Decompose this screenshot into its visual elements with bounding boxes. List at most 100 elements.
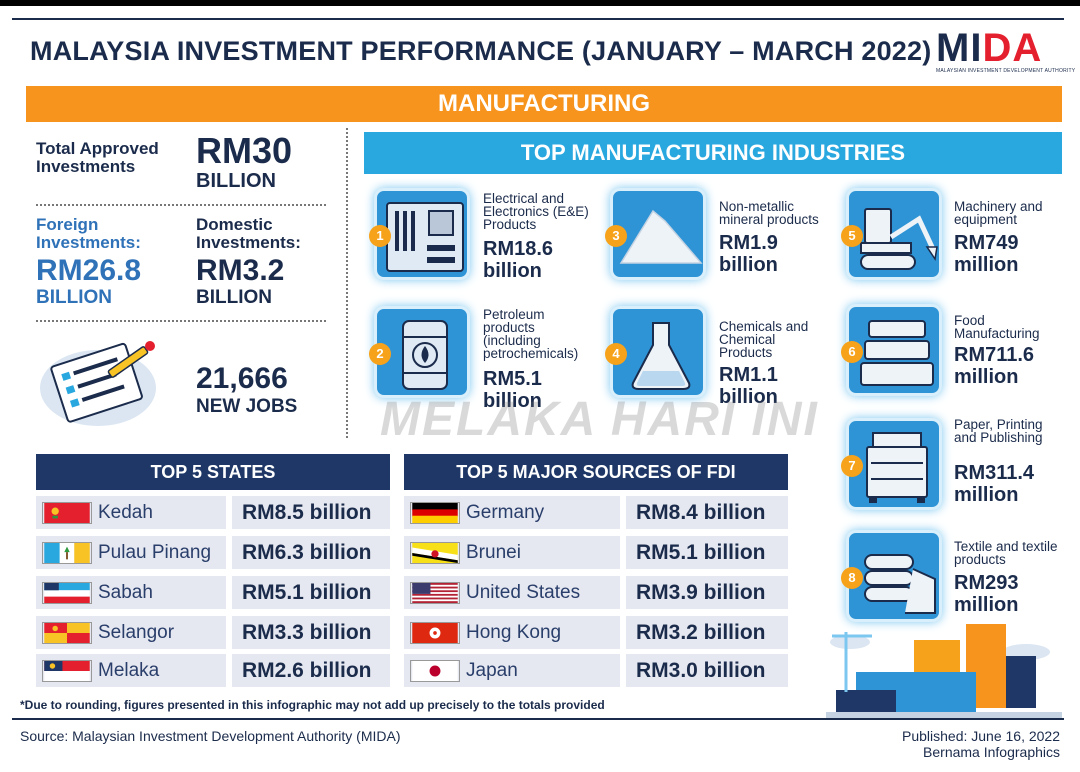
foreign-investments-unit: BILLION — [36, 287, 112, 308]
published-credit: Published: June 16, 2022 Bernama Infogra… — [902, 728, 1060, 760]
watermark: MELAKA HARI INI — [380, 393, 819, 446]
publisher-name: Bernama Infographics — [923, 744, 1060, 760]
industry-card-4: 4 — [605, 306, 706, 398]
circuit-board-icon — [386, 202, 464, 272]
industry-value: RM5.1 billion — [483, 368, 542, 412]
table-row: Kedah RM8.5 billion — [36, 496, 390, 529]
industry-name: Textile and textile products — [954, 539, 1058, 567]
table-row: United States RM3.9 billion — [404, 576, 788, 609]
new-jobs-value: 21,666 — [196, 362, 288, 395]
excavator-icon — [860, 208, 938, 270]
industry-name: Paper, Printing and Publishing — [954, 417, 1043, 445]
country-value: RM3.0 billion — [626, 654, 788, 687]
country-name: Japan — [466, 660, 518, 681]
industry-rank-badge: 4 — [605, 343, 627, 365]
folded-textile-icon — [864, 554, 936, 614]
domestic-investments-unit: BILLION — [196, 287, 272, 308]
table-row: Japan RM3.0 billion — [404, 654, 788, 687]
source-credit: Source: Malaysian Investment Development… — [20, 728, 401, 744]
industry-name: Food Manufacturing — [954, 313, 1040, 341]
table-row: Pulau Pinang RM6.3 billion — [36, 536, 390, 569]
table-row: Brunei RM5.1 billion — [404, 536, 788, 569]
industry-card-7: 7 — [841, 418, 942, 510]
industry-rank-badge: 7 — [841, 455, 863, 477]
industry-value: RM711.6 million — [954, 344, 1035, 388]
state-value: RM8.5 billion — [232, 496, 390, 529]
mineral-pile-icon — [619, 209, 703, 264]
food-containers-icon — [860, 320, 934, 386]
state-name: Melaka — [98, 660, 160, 681]
industry-name: Machinery and equipment — [954, 199, 1043, 227]
city-skyline-icon — [826, 624, 1062, 720]
total-investments-unit: BILLION — [196, 170, 276, 192]
state-name: Sabah — [98, 582, 153, 603]
logo-text-main: MI — [936, 26, 983, 70]
industry-card-1: 1 — [369, 188, 470, 280]
usa-flag-icon — [410, 582, 460, 604]
job-application-icon — [40, 341, 156, 426]
industry-name: Petroleum products (including petrochemi… — [483, 307, 579, 361]
industry-value: RM749 million — [954, 232, 1019, 276]
total-investments-label: Total Approved Investments — [36, 139, 159, 176]
industry-card-3: 3 — [605, 188, 706, 280]
mida-logo: MIDA MALAYSIAN INVESTMENT DEVELOPMENT AU… — [936, 26, 1076, 80]
industry-card-8: 8 — [841, 530, 942, 622]
country-value: RM8.4 billion — [626, 496, 788, 529]
printer-icon — [866, 432, 928, 503]
footnote: *Due to rounding, figures presented in t… — [20, 698, 605, 712]
domestic-investments-value: RM3.2 — [196, 254, 285, 287]
divider — [36, 320, 326, 322]
germany-flag-icon — [410, 502, 460, 524]
industry-card-2: 2 — [369, 306, 470, 398]
country-name: Brunei — [466, 542, 521, 563]
industry-value: RM1.1 billion — [719, 364, 778, 408]
logo-text-accent: DA — [982, 26, 1043, 70]
column-divider — [346, 128, 348, 438]
state-value: RM3.3 billion — [232, 616, 390, 649]
industry-rank-badge: 3 — [605, 225, 627, 247]
industry-card-6: 6 — [841, 304, 942, 396]
divider — [36, 204, 326, 206]
selangor-flag-icon — [42, 622, 92, 644]
hong-kong-flag-icon — [410, 622, 460, 644]
page-title: MALAYSIA INVESTMENT PERFORMANCE (JANUARY… — [30, 36, 932, 66]
footer-rule — [12, 718, 1064, 720]
logo-subtitle: MALAYSIAN INVESTMENT DEVELOPMENT AUTHORI… — [936, 68, 1076, 74]
fdi-table-header: TOP 5 MAJOR SOURCES OF FDI — [404, 454, 788, 490]
table-row: Selangor RM3.3 billion — [36, 616, 390, 649]
table-row: Hong Kong RM3.2 billion — [404, 616, 788, 649]
industry-rank-badge: 8 — [841, 567, 863, 589]
top-border — [0, 0, 1080, 6]
industry-value: RM18.6 billion — [483, 238, 554, 282]
country-name: Hong Kong — [466, 622, 562, 643]
flask-icon — [631, 322, 691, 390]
industry-name: Non-metallic mineral products — [719, 199, 819, 227]
header-rule — [12, 18, 1064, 20]
brunei-flag-icon — [410, 542, 460, 564]
country-value: RM3.2 billion — [626, 616, 788, 649]
industry-name: Chemicals and Chemical Products — [719, 319, 809, 360]
country-name: United States — [466, 582, 581, 603]
foreign-investments-label: Foreign Investments: — [36, 215, 141, 252]
state-name: Kedah — [98, 502, 153, 523]
penang-flag-icon — [42, 542, 92, 564]
industry-rank-badge: 6 — [841, 341, 863, 363]
state-value: RM2.6 billion — [232, 654, 390, 687]
country-name: Germany — [466, 502, 545, 523]
industries-header: TOP MANUFACTURING INDUSTRIES — [364, 132, 1062, 174]
industry-value: RM293 million — [954, 572, 1019, 616]
country-value: RM5.1 billion — [626, 536, 788, 569]
published-date: Published: June 16, 2022 — [901, 728, 1060, 744]
state-value: RM6.3 billion — [232, 536, 390, 569]
foreign-investments-value: RM26.8 — [36, 254, 142, 287]
table-row: Germany RM8.4 billion — [404, 496, 788, 529]
total-investments-value: RM30 — [196, 130, 293, 171]
country-value: RM3.9 billion — [626, 576, 788, 609]
industry-name: Electrical and Electronics (E&E) Product… — [483, 191, 589, 232]
industry-rank-badge: 5 — [841, 225, 863, 247]
japan-flag-icon — [410, 660, 460, 682]
table-row: Melaka RM2.6 billion — [36, 654, 390, 687]
sabah-flag-icon — [42, 582, 92, 604]
domestic-investments-label: Domestic Investments: — [196, 215, 301, 252]
state-name: Selangor — [98, 622, 175, 643]
